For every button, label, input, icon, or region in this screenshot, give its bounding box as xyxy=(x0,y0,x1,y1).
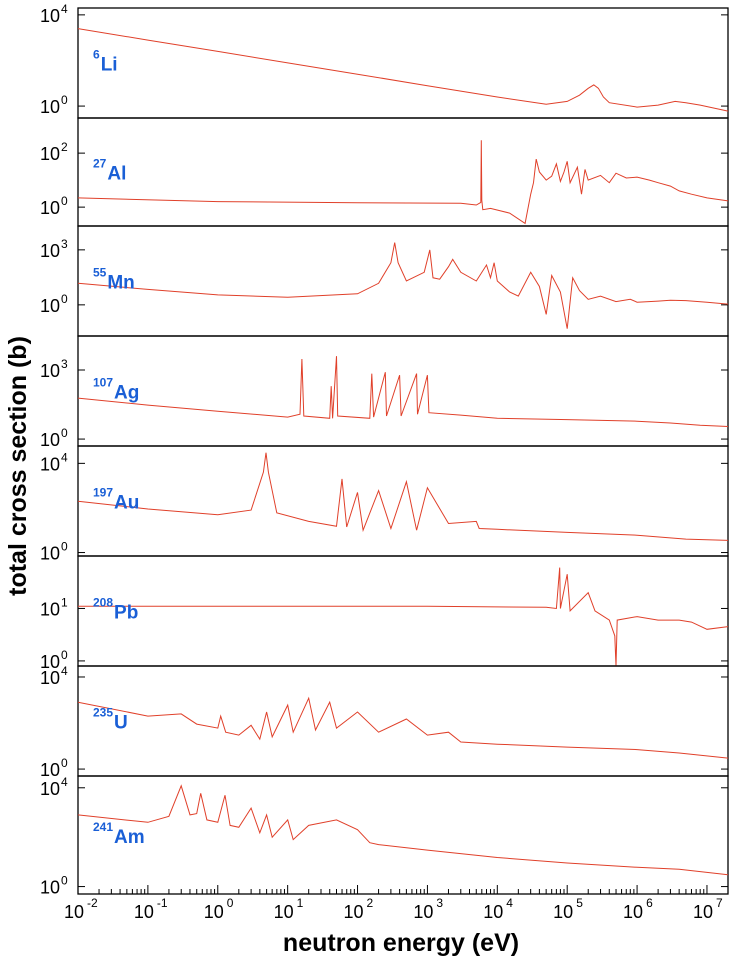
y-tick-exponent: 0 xyxy=(61,194,68,208)
y-tick-label: 10 xyxy=(40,296,60,316)
isotope-symbol-label: Au xyxy=(114,493,139,514)
x-tick-exponent: 7 xyxy=(716,896,723,910)
x-tick-label: 10 xyxy=(274,902,294,922)
panel-frame xyxy=(77,775,729,895)
x-tick-label: 10 xyxy=(64,902,84,922)
panel-frame xyxy=(77,225,729,337)
y-tick-exponent: 0 xyxy=(61,540,68,554)
x-tick-exponent: 0 xyxy=(227,896,234,910)
y-tick-label: 10 xyxy=(40,361,60,381)
y-tick-exponent: 4 xyxy=(61,664,68,678)
y-tick-label: 10 xyxy=(40,544,60,564)
y-tick-exponent: 3 xyxy=(61,357,68,371)
panel-al: 10 210 027 Al xyxy=(40,117,729,227)
series-line-u xyxy=(77,696,729,759)
panel-mn: 10 310 055 Mn xyxy=(40,225,729,337)
series-line-mn xyxy=(77,242,729,329)
panel-frame xyxy=(77,445,729,557)
series-line-li xyxy=(77,28,729,112)
y-tick-exponent: 0 xyxy=(61,648,68,662)
panel-li: 10 410 06 Li xyxy=(40,2,729,119)
isotope-symbol-label: U xyxy=(114,713,128,734)
y-tick-exponent: 3 xyxy=(61,237,68,251)
x-tick-label: 10 xyxy=(553,902,573,922)
panel-frame xyxy=(77,555,729,667)
y-axis-title: total cross section (b) xyxy=(4,336,32,596)
y-tick-label: 10 xyxy=(40,878,60,898)
y-tick-label: 10 xyxy=(40,760,60,780)
x-tick-exponent: -2 xyxy=(87,896,98,910)
series-line-am xyxy=(77,784,729,876)
x-tick-exponent: 6 xyxy=(646,896,653,910)
isotope-mass-label: 107 xyxy=(93,376,113,390)
isotope-symbol-label: Pb xyxy=(114,603,138,624)
isotope-symbol-label: Al xyxy=(107,163,126,184)
y-tick-label: 10 xyxy=(40,599,60,619)
x-tick-exponent: 5 xyxy=(576,896,583,910)
y-tick-exponent: 1 xyxy=(61,595,68,609)
series-line-al xyxy=(77,140,729,225)
x-tick-label: 10 xyxy=(693,902,713,922)
isotope-symbol-label: Ag xyxy=(114,383,139,404)
y-tick-exponent: 2 xyxy=(61,140,68,154)
x-tick-exponent: 4 xyxy=(506,896,513,910)
y-tick-label: 10 xyxy=(40,668,60,688)
y-tick-exponent: 4 xyxy=(61,2,68,16)
y-tick-exponent: 0 xyxy=(61,93,68,107)
y-tick-label: 10 xyxy=(40,6,60,26)
isotope-symbol-label: Li xyxy=(101,55,118,76)
x-tick-label: 10 xyxy=(134,902,154,922)
x-tick-label: 10 xyxy=(344,902,364,922)
isotope-mass-label: 197 xyxy=(93,486,113,500)
y-tick-label: 10 xyxy=(40,454,60,474)
x-tick-exponent: -1 xyxy=(157,896,168,910)
x-tick-label: 10 xyxy=(413,902,433,922)
series-line-pb xyxy=(78,567,729,667)
panel-frame xyxy=(77,117,729,227)
series-line-ag xyxy=(77,356,729,427)
panel-frame xyxy=(77,335,729,447)
y-tick-label: 10 xyxy=(40,779,60,799)
y-tick-label: 10 xyxy=(40,144,60,164)
isotope-symbol-label: Am xyxy=(114,827,145,848)
y-tick-label: 10 xyxy=(40,198,60,218)
y-tick-label: 10 xyxy=(40,652,60,672)
y-tick-label: 10 xyxy=(40,430,60,450)
x-tick-label: 10 xyxy=(623,902,643,922)
x-tick-label: 10 xyxy=(204,902,224,922)
y-tick-exponent: 4 xyxy=(61,775,68,789)
x-tick-label: 10 xyxy=(483,902,503,922)
series-line-au xyxy=(77,452,729,541)
y-tick-label: 10 xyxy=(40,241,60,261)
y-tick-exponent: 4 xyxy=(61,450,68,464)
isotope-mass-label: 55 xyxy=(93,266,107,280)
y-tick-label: 10 xyxy=(40,97,60,117)
isotope-mass-label: 235 xyxy=(93,706,113,720)
isotope-mass-label: 6 xyxy=(93,48,100,62)
isotope-symbol-label: Mn xyxy=(107,273,134,294)
y-tick-exponent: 0 xyxy=(61,874,68,888)
isotope-mass-label: 208 xyxy=(93,596,113,610)
x-tick-exponent: 1 xyxy=(297,896,304,910)
isotope-mass-label: 27 xyxy=(93,156,107,170)
isotope-mass-label: 241 xyxy=(93,820,113,834)
y-tick-exponent: 0 xyxy=(61,756,68,770)
x-axis: 10 -2 10 -1 10 0 10 1 10 2 10 3 10 4 10 5 10 6 10 7 xyxy=(64,885,729,922)
x-tick-exponent: 2 xyxy=(367,896,374,910)
x-tick-exponent: 3 xyxy=(436,896,443,910)
y-tick-exponent: 0 xyxy=(61,426,68,440)
x-axis-title: neutron energy (eV) xyxy=(283,929,519,957)
panel-frame xyxy=(77,7,729,119)
y-tick-exponent: 0 xyxy=(61,292,68,306)
